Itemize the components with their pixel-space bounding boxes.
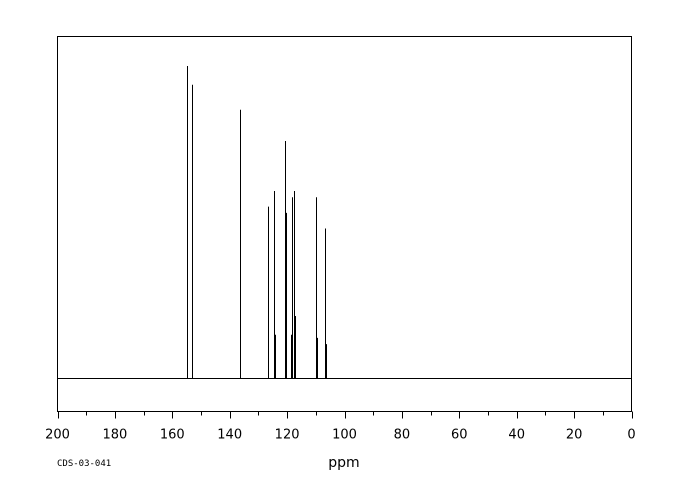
x-tick-label: 60 (451, 428, 468, 443)
x-tick-label: 200 (45, 428, 70, 443)
x-tick-label: 180 (102, 428, 127, 443)
x-tick-label: 40 (508, 428, 525, 443)
x-tick-label: 140 (217, 428, 242, 443)
x-tick-label: 160 (160, 428, 185, 443)
x-tick-label: 120 (275, 428, 300, 443)
x-axis-label: ppm (328, 455, 359, 471)
x-axis: 200 180 160 140 120 100 80 60 40 20 0 (45, 411, 636, 443)
x-tick-label: 20 (566, 428, 583, 443)
x-tick-label: 0 (627, 428, 635, 443)
spectrum-code: CDS-03-041 (57, 459, 111, 469)
plot-frame (57, 36, 632, 412)
x-tick-label: 80 (394, 428, 411, 443)
x-tick-label: 100 (332, 428, 357, 443)
spectrum-layer (57, 66, 632, 379)
